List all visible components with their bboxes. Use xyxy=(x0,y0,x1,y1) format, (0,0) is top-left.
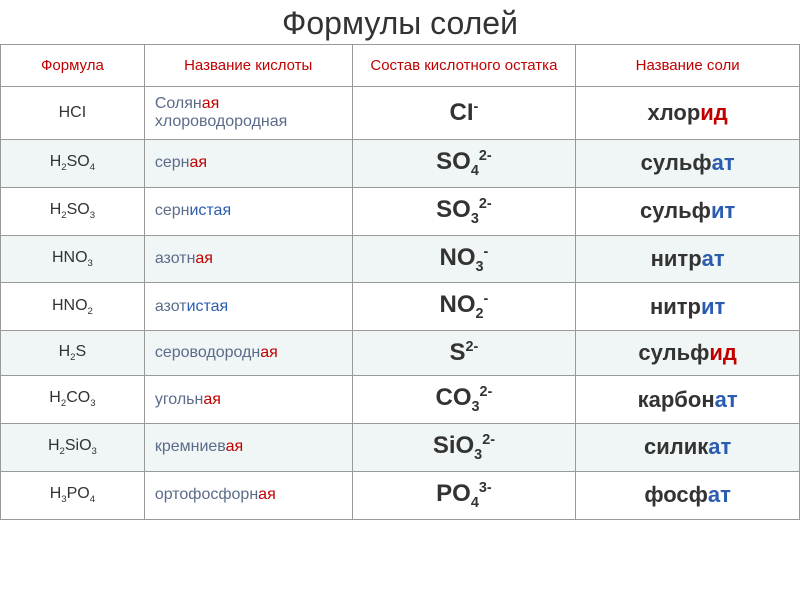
cell-formula: H2CO3 xyxy=(1,376,145,424)
header-salt-name: Название соли xyxy=(576,45,800,87)
header-formula: Формула xyxy=(1,45,145,87)
table-row: HNO2азотистаяNO2-нитрит xyxy=(1,283,800,331)
table-body: HCIСолянаяхлороводороднаяCI-хлоридH2SO4с… xyxy=(1,87,800,520)
table-row: H3PO4ортофосфорнаяPO43-фосфат xyxy=(1,471,800,519)
cell-salt-name: нитрат xyxy=(576,235,800,283)
cell-acid-name: сернистая xyxy=(144,187,352,235)
cell-residue: NO3- xyxy=(352,235,576,283)
cell-residue: SO32- xyxy=(352,187,576,235)
cell-acid-name: Солянаяхлороводородная xyxy=(144,87,352,140)
page-title: Формулы солей xyxy=(0,0,800,44)
table-row: H2SO4сернаяSO42-сульфат xyxy=(1,140,800,188)
cell-salt-name: силикат xyxy=(576,423,800,471)
cell-acid-name: азотная xyxy=(144,235,352,283)
cell-acid-name: азотистая xyxy=(144,283,352,331)
table-header-row: Формула Название кислоты Состав кислотно… xyxy=(1,45,800,87)
cell-residue: CO32- xyxy=(352,376,576,424)
cell-salt-name: сульфид xyxy=(576,331,800,376)
cell-formula: H2S xyxy=(1,331,145,376)
cell-acid-name: ортофосфорная xyxy=(144,471,352,519)
cell-formula: HCI xyxy=(1,87,145,140)
cell-acid-name: угольная xyxy=(144,376,352,424)
cell-acid-name: серная xyxy=(144,140,352,188)
salts-table: Формула Название кислоты Состав кислотно… xyxy=(0,44,800,520)
cell-salt-name: сульфат xyxy=(576,140,800,188)
cell-acid-name: сероводородная xyxy=(144,331,352,376)
cell-residue: NO2- xyxy=(352,283,576,331)
cell-residue: CI- xyxy=(352,87,576,140)
header-acid-name: Название кислоты xyxy=(144,45,352,87)
table-row: H2SO3сернистаяSO32-сульфит xyxy=(1,187,800,235)
table-row: H2CO3угольнаяCO32-карбонат xyxy=(1,376,800,424)
cell-formula: H2SO3 xyxy=(1,187,145,235)
table-row: HNO3азотнаяNO3-нитрат xyxy=(1,235,800,283)
cell-residue: S2- xyxy=(352,331,576,376)
cell-acid-name: кремниевая xyxy=(144,423,352,471)
cell-residue: SiO32- xyxy=(352,423,576,471)
cell-formula: H2SO4 xyxy=(1,140,145,188)
cell-residue: PO43- xyxy=(352,471,576,519)
cell-salt-name: фосфат xyxy=(576,471,800,519)
cell-residue: SO42- xyxy=(352,140,576,188)
cell-salt-name: хлорид xyxy=(576,87,800,140)
cell-formula: HNO2 xyxy=(1,283,145,331)
table-row: HCIСолянаяхлороводороднаяCI-хлорид xyxy=(1,87,800,140)
cell-formula: HNO3 xyxy=(1,235,145,283)
header-residue: Состав кислотного остатка xyxy=(352,45,576,87)
table-row: H2SiO3кремниеваяSiO32-силикат xyxy=(1,423,800,471)
cell-formula: H2SiO3 xyxy=(1,423,145,471)
cell-salt-name: сульфит xyxy=(576,187,800,235)
table-row: H2SсероводороднаяS2-сульфид xyxy=(1,331,800,376)
cell-formula: H3PO4 xyxy=(1,471,145,519)
cell-salt-name: карбонат xyxy=(576,376,800,424)
cell-salt-name: нитрит xyxy=(576,283,800,331)
